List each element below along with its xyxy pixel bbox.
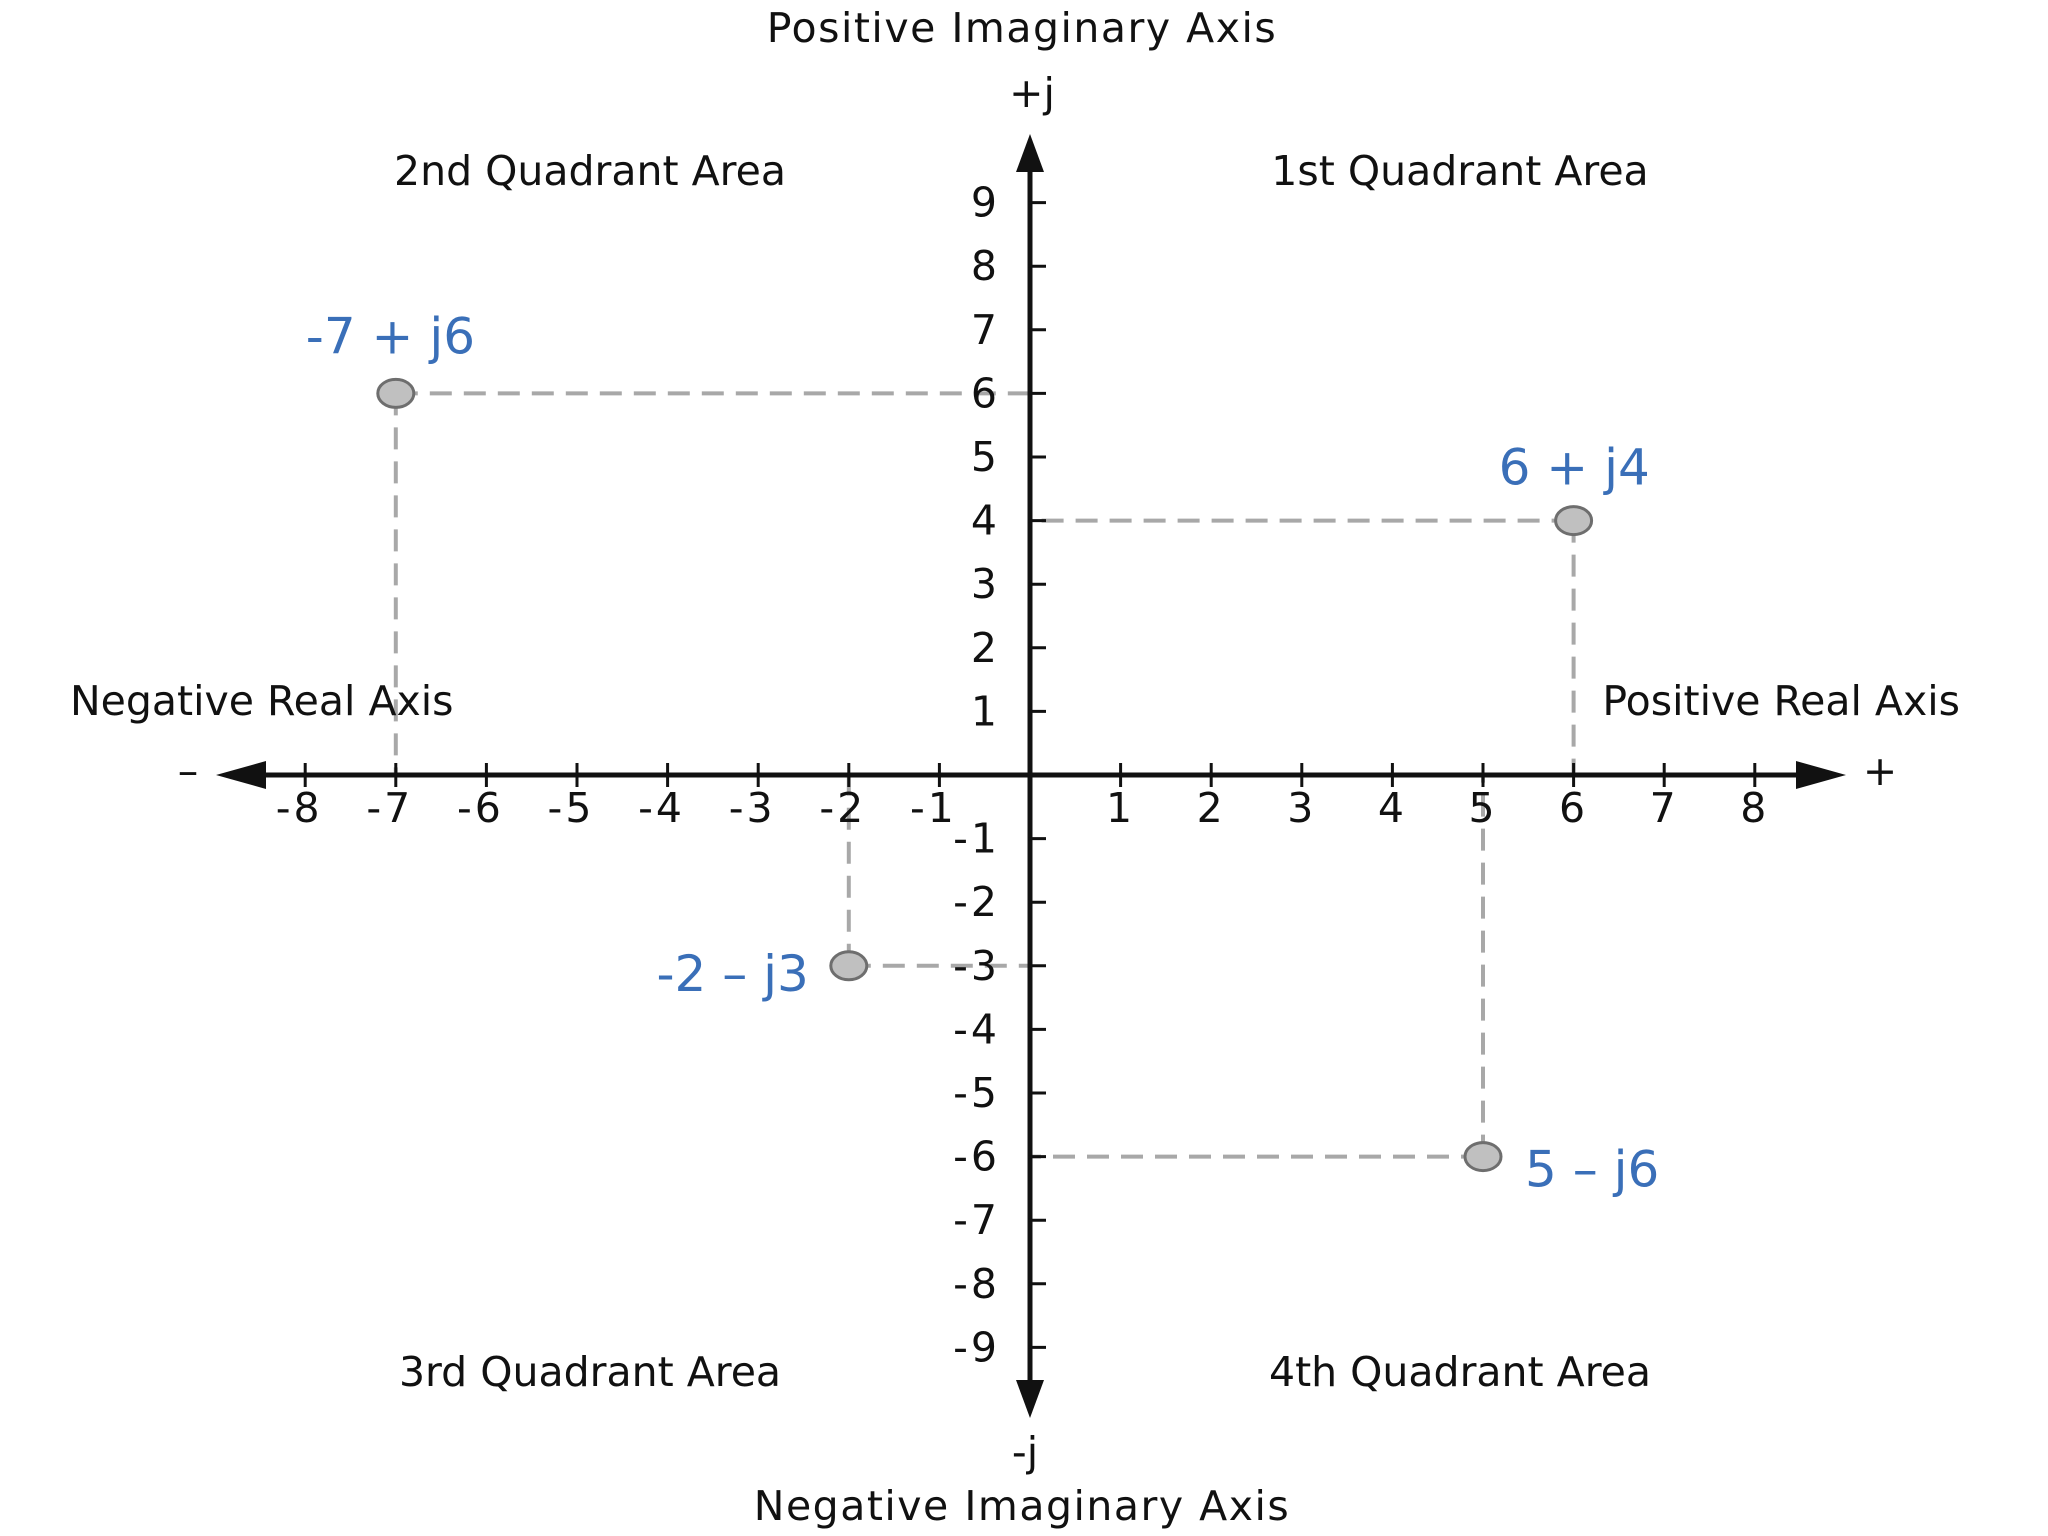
x-tick-label: -7 xyxy=(366,784,413,832)
y-tick-label: -5 xyxy=(953,1069,1000,1117)
y-tick-label: -1 xyxy=(953,815,1000,863)
x-tick-label: -1 xyxy=(910,784,957,832)
x-tick-label: 7 xyxy=(1650,784,1679,832)
x-tick-label: 1 xyxy=(1106,784,1135,832)
y-tick-label: 8 xyxy=(971,242,1000,290)
y-tick-label: 3 xyxy=(971,560,1000,608)
data-point xyxy=(829,950,869,982)
positive-real-axis-label: Positive Real Axis xyxy=(1602,677,1960,725)
x-tick-label: 2 xyxy=(1197,784,1226,832)
x-tick-label: -5 xyxy=(548,784,595,832)
real-plus-sign: + xyxy=(1863,747,1897,795)
quadrant-3-label: 3rd Quadrant Area xyxy=(399,1348,781,1396)
data-point xyxy=(1463,1141,1503,1173)
x-tick-label: -6 xyxy=(457,784,504,832)
quadrant-1-label: 1st Quadrant Area xyxy=(1271,147,1648,195)
x-tick-label: -4 xyxy=(638,784,685,832)
negative-real-axis-label: Negative Real Axis xyxy=(70,677,454,725)
data-point xyxy=(376,377,416,409)
y-tick-label: -6 xyxy=(953,1133,1000,1181)
data-point-label: -7 + j6 xyxy=(306,307,475,365)
minus-j-label: -j xyxy=(1012,1428,1038,1476)
y-tick-label: 4 xyxy=(971,497,1000,545)
x-tick-label: -8 xyxy=(276,784,323,832)
quadrant-4-label: 4th Quadrant Area xyxy=(1269,1348,1651,1396)
x-tick-label: 5 xyxy=(1468,784,1497,832)
y-tick-label: 7 xyxy=(971,306,1000,354)
real-axis-arrow-right xyxy=(1796,761,1846,789)
data-point-label: 6 + j4 xyxy=(1499,439,1650,497)
title-negative-imaginary-axis: Negative Imaginary Axis xyxy=(754,1482,1290,1530)
x-tick-label: 6 xyxy=(1559,784,1588,832)
real-axis-arrow-left xyxy=(216,761,266,789)
y-tick-label: -3 xyxy=(953,942,1000,990)
y-tick-label: 1 xyxy=(971,687,1000,735)
y-tick-label: 5 xyxy=(971,433,1000,481)
y-tick-label: -7 xyxy=(953,1196,1000,1244)
real-axis-ticks: -8 -7 -6 -5 -4 -3 -2 -1 1 2 3 4 5 6 7 8 xyxy=(276,763,1769,832)
data-point-label: 5 – j6 xyxy=(1525,1141,1659,1199)
y-tick-label: 9 xyxy=(971,179,1000,227)
imaginary-axis-arrow-down xyxy=(1016,1380,1044,1418)
plus-j-label: +j xyxy=(1009,69,1055,117)
guide-lines xyxy=(393,391,1576,1159)
data-points: -7 + j6 6 + j4 -2 – j3 5 – j6 xyxy=(306,307,1660,1198)
y-tick-label: -9 xyxy=(953,1323,1000,1371)
y-tick-label: -2 xyxy=(953,878,1000,926)
axes xyxy=(216,134,1846,1418)
x-tick-label: 8 xyxy=(1740,784,1769,832)
y-tick-label: -4 xyxy=(953,1005,1000,1053)
y-tick-label: -8 xyxy=(953,1260,1000,1308)
title-positive-imaginary-axis: Positive Imaginary Axis xyxy=(767,4,1277,52)
imaginary-axis-ticks: 9 8 7 6 5 4 3 2 1 -1 -2 -3 -4 -5 -6 -7 -8 -9 xyxy=(953,179,1046,1371)
imaginary-axis-arrow-up xyxy=(1016,134,1044,172)
quadrant-2-label: 2nd Quadrant Area xyxy=(394,147,786,195)
x-tick-label: -2 xyxy=(819,784,866,832)
x-tick-label: 3 xyxy=(1287,784,1316,832)
y-tick-label: 6 xyxy=(971,369,1000,417)
y-tick-label: 2 xyxy=(971,624,1000,672)
x-tick-label: 4 xyxy=(1378,784,1407,832)
data-point-label: -2 – j3 xyxy=(656,945,808,1003)
x-tick-label: -3 xyxy=(729,784,776,832)
data-point xyxy=(1554,505,1594,537)
real-minus-sign: – xyxy=(178,747,199,795)
